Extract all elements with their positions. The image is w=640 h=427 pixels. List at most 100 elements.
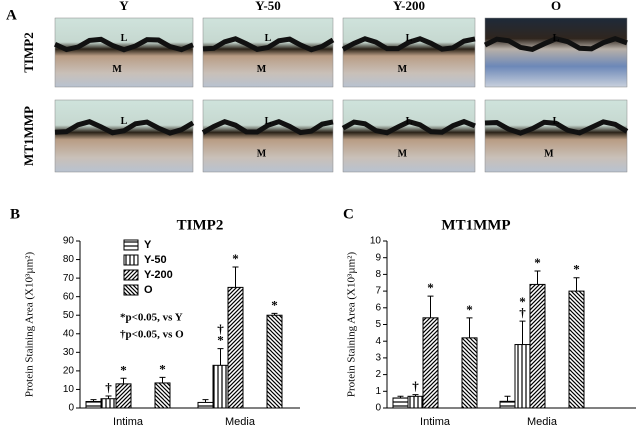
error-bar — [427, 295, 434, 318]
y-tick-label: 5 — [375, 319, 381, 330]
y-tick-label: 2 — [375, 369, 381, 380]
micrograph — [54, 17, 194, 88]
bar — [266, 314, 283, 409]
legend-label: O — [144, 284, 153, 296]
micrograph — [342, 17, 476, 88]
bar — [407, 395, 424, 409]
column-header: Y — [119, 0, 129, 13]
bar — [115, 383, 132, 409]
stat-note: †p<0.05, vs O — [120, 329, 184, 341]
panel-label: B — [10, 206, 20, 222]
tissue-edge — [202, 36, 335, 53]
error-bar — [217, 348, 224, 366]
row-label: MT1MMP — [21, 106, 36, 166]
micrograph — [202, 17, 334, 88]
y-axis-title: Protein Staining Area (X10³µm²) — [346, 252, 358, 398]
significance-mark: * — [427, 280, 434, 295]
error-bar — [202, 399, 209, 403]
micrograph — [342, 99, 476, 173]
error-bar — [120, 377, 127, 384]
y-tick-label: 4 — [375, 336, 381, 347]
y-tick-label: 7 — [375, 286, 381, 297]
error-bar — [412, 394, 419, 397]
tissue-edge — [483, 36, 628, 53]
x-tick-label: Intima — [113, 416, 144, 427]
bar — [499, 400, 516, 409]
tissue-edge — [484, 119, 629, 136]
bar — [154, 382, 171, 409]
micrograph — [484, 17, 628, 88]
significance-mark: † — [105, 380, 112, 395]
significance-mark: * — [159, 361, 166, 376]
bar — [212, 364, 229, 409]
significance-mark: * — [466, 302, 473, 317]
y-tick-label: 20 — [63, 366, 75, 377]
error-bar — [105, 395, 112, 399]
panel-label: A — [6, 7, 17, 23]
tissue-label: L — [553, 33, 560, 44]
panel-label: C — [343, 206, 354, 222]
micrograph — [484, 99, 628, 173]
error-bar — [519, 320, 526, 345]
bar — [461, 337, 478, 409]
significance-mark: * — [232, 251, 239, 266]
error-bar — [573, 277, 580, 292]
bar — [529, 283, 546, 409]
tissue-label: M — [398, 64, 408, 75]
tissue-edge — [341, 118, 476, 136]
tissue-label: M — [112, 64, 122, 75]
error-bar — [504, 395, 511, 402]
bar — [392, 397, 409, 409]
x-tick-label: Media — [527, 416, 558, 427]
column-header: Y-50 — [255, 0, 281, 13]
error-bar — [90, 399, 97, 402]
tissue-label: L — [265, 33, 272, 44]
y-tick-label: 3 — [375, 353, 381, 364]
chart-title: MT1MMP — [441, 217, 510, 233]
significance-mark: * — [217, 333, 224, 348]
error-bar — [271, 312, 278, 316]
column-header: Y-200 — [393, 0, 425, 13]
legend-label: Y-200 — [144, 269, 173, 281]
significance-mark: * — [120, 362, 127, 377]
significance-mark: * — [519, 294, 526, 309]
y-tick-label: 50 — [63, 310, 75, 321]
y-tick-label: 9 — [375, 252, 381, 263]
legend-swatch — [123, 269, 139, 281]
tissue-label: L — [265, 116, 272, 127]
bar — [197, 401, 214, 409]
x-tick-label: Media — [225, 416, 256, 427]
y-axis-title: Protein Staining Area (X10³µm²) — [24, 252, 36, 398]
tissue-label: L — [121, 33, 128, 44]
x-tick-label: Intima — [420, 416, 451, 427]
significance-mark: † — [217, 322, 224, 337]
significance-mark: † — [519, 305, 526, 320]
y-tick-label: 70 — [63, 273, 75, 284]
legend-swatch — [123, 254, 139, 266]
y-tick-label: 6 — [375, 302, 381, 313]
error-bar — [397, 395, 404, 398]
tissue-label: L — [406, 33, 413, 44]
error-bar — [232, 266, 239, 288]
y-tick-label: 10 — [370, 236, 382, 247]
significance-mark: * — [534, 255, 541, 270]
legend-swatch — [123, 239, 139, 251]
bar — [568, 290, 585, 409]
error-bar — [466, 317, 473, 338]
chart-title: TIMP2 — [177, 217, 224, 233]
y-tick-label: 0 — [375, 403, 381, 414]
row-label: TIMP2 — [21, 32, 36, 72]
legend-swatch — [123, 284, 139, 296]
bar — [422, 317, 439, 409]
y-tick-label: 90 — [63, 236, 75, 247]
tissue-label: L — [121, 116, 128, 127]
tissue-label: M — [544, 148, 554, 159]
bar — [85, 401, 102, 409]
tissue-edge — [54, 119, 195, 136]
y-tick-label: 60 — [63, 291, 75, 302]
y-tick-label: 40 — [63, 328, 75, 339]
tissue-label: L — [553, 116, 560, 127]
error-bar — [534, 270, 541, 285]
